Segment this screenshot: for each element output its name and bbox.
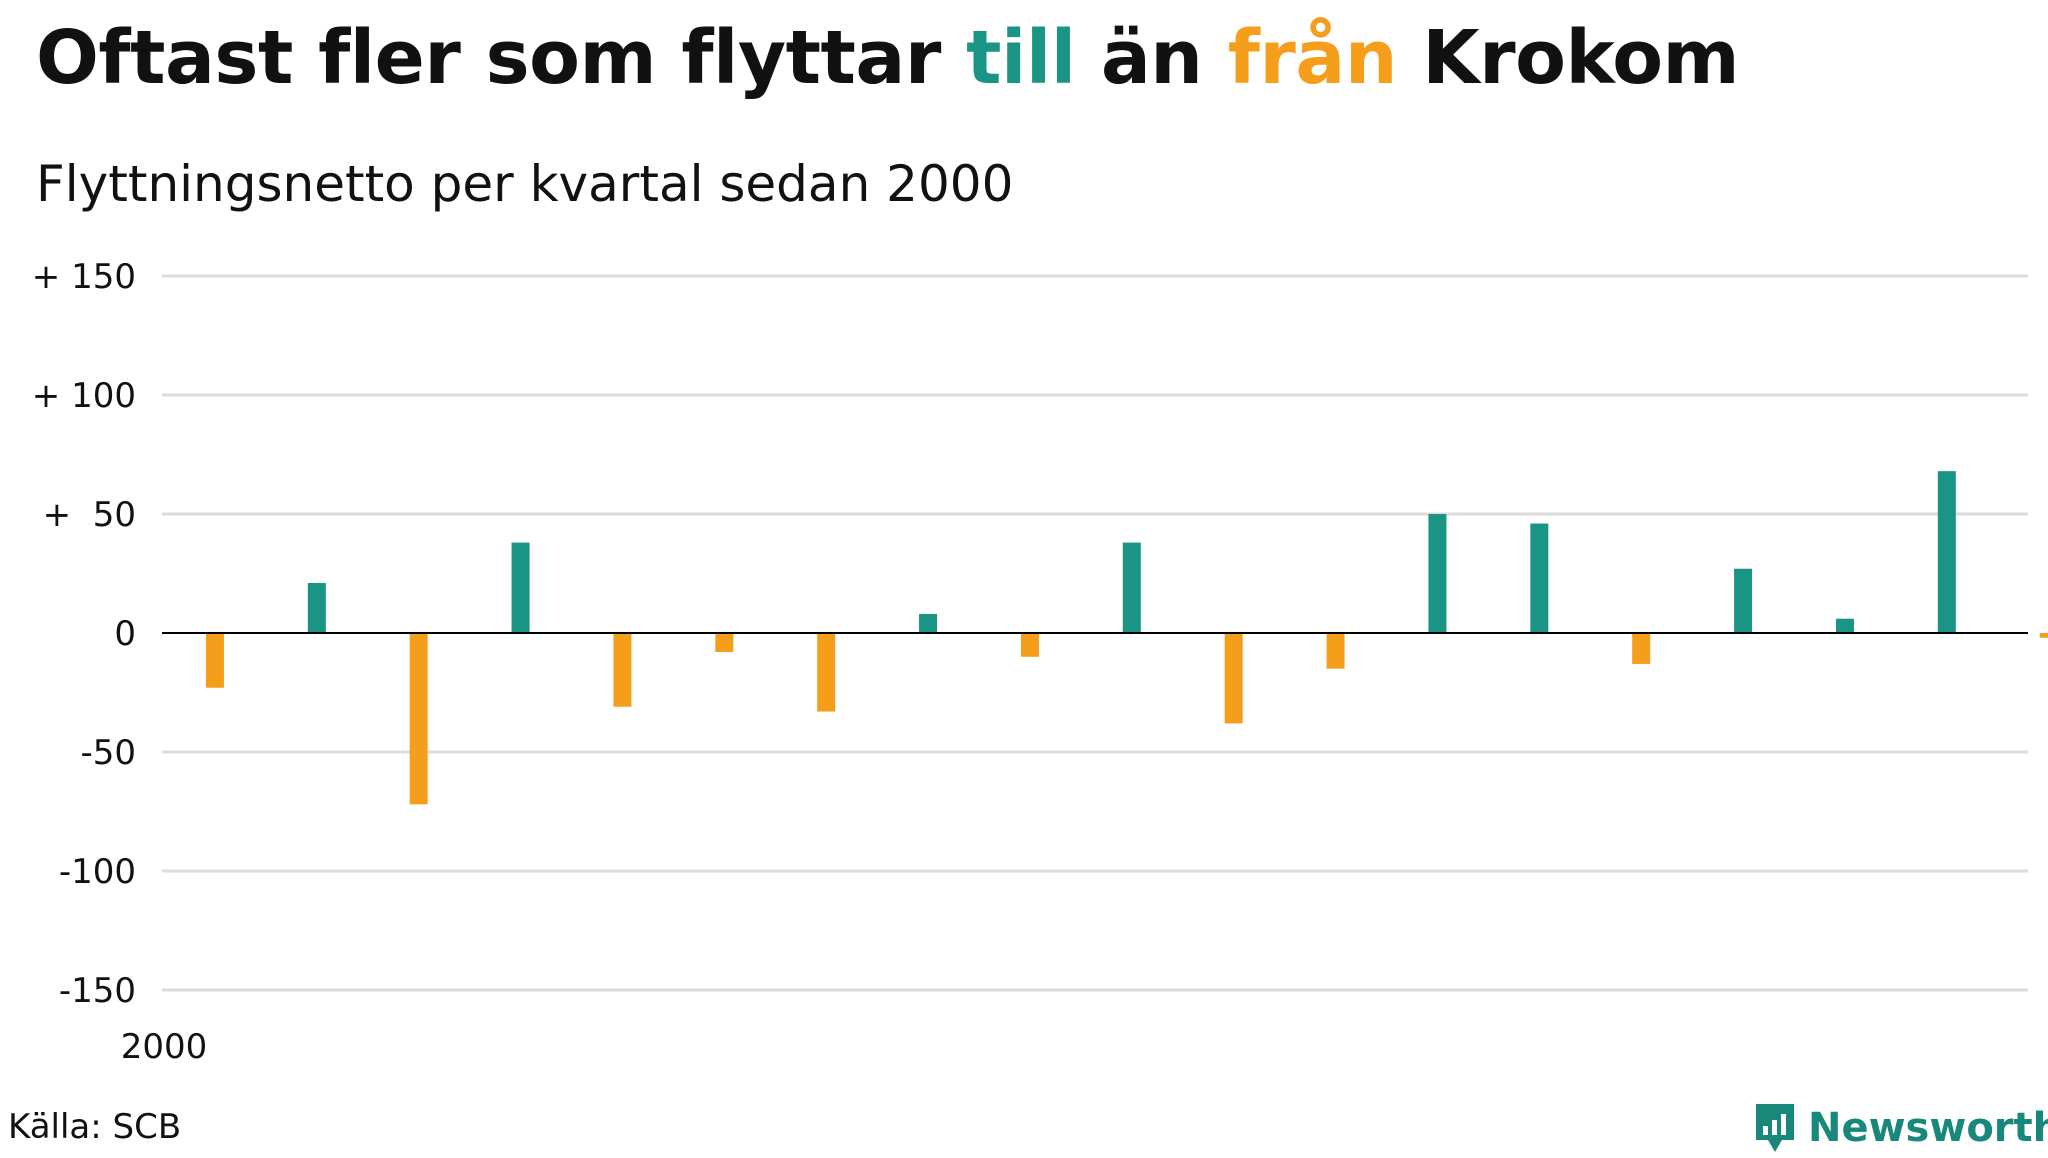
grid-lines — [162, 274, 2028, 992]
title-word-till: till — [966, 15, 1076, 101]
bar — [613, 633, 632, 707]
y-tick-label: + 50 — [43, 495, 136, 535]
bar — [1326, 633, 1345, 669]
bar — [1835, 618, 1854, 633]
bar — [307, 583, 326, 633]
title-part-3: Krokom — [1397, 15, 1740, 101]
logo-text: Newsworthy — [1808, 1105, 2048, 1151]
y-tick-label: -150 — [59, 971, 136, 1011]
bar-chart-logo-icon — [1756, 1104, 1794, 1152]
y-tick-label: + 150 — [32, 257, 136, 297]
bars — [205, 471, 2048, 805]
bar — [817, 633, 836, 712]
y-tick-label: -100 — [59, 852, 136, 892]
chart-title: Oftast fler som flyttar till än från Kro… — [36, 14, 1740, 103]
newsworthy-logo: Newsworthy — [1752, 1098, 2048, 1158]
bar — [2039, 633, 2048, 638]
bar — [1428, 514, 1447, 633]
bar — [715, 633, 734, 653]
bar — [205, 633, 224, 688]
source-note: Källa: SCB — [8, 1107, 182, 1147]
bar — [1020, 633, 1039, 657]
x-axis-ticks: 20002005201020152020 — [121, 1027, 208, 1067]
bar — [919, 613, 938, 633]
y-tick-label: -50 — [80, 733, 136, 773]
title-word-fran: från — [1227, 15, 1398, 101]
x-tick-label: 2000 — [121, 1027, 208, 1067]
y-tick-label: 0 — [114, 614, 136, 654]
title-part-1: Oftast fler som flyttar — [36, 15, 967, 101]
bar — [1937, 471, 1956, 633]
bar — [1734, 568, 1753, 633]
chart-subtitle: Flyttningsnetto per kvartal sedan 2000 — [36, 155, 1014, 213]
bar — [1530, 523, 1549, 633]
y-tick-label: + 100 — [32, 376, 136, 416]
bar — [1224, 633, 1243, 724]
bar — [1122, 542, 1141, 633]
title-part-2: än — [1075, 15, 1228, 101]
y-axis-ticks: + 150 + 100 + 50 0 -50 -100 -150 — [32, 257, 136, 1011]
bar — [409, 633, 428, 805]
bar — [511, 542, 530, 633]
bar — [1632, 633, 1651, 664]
